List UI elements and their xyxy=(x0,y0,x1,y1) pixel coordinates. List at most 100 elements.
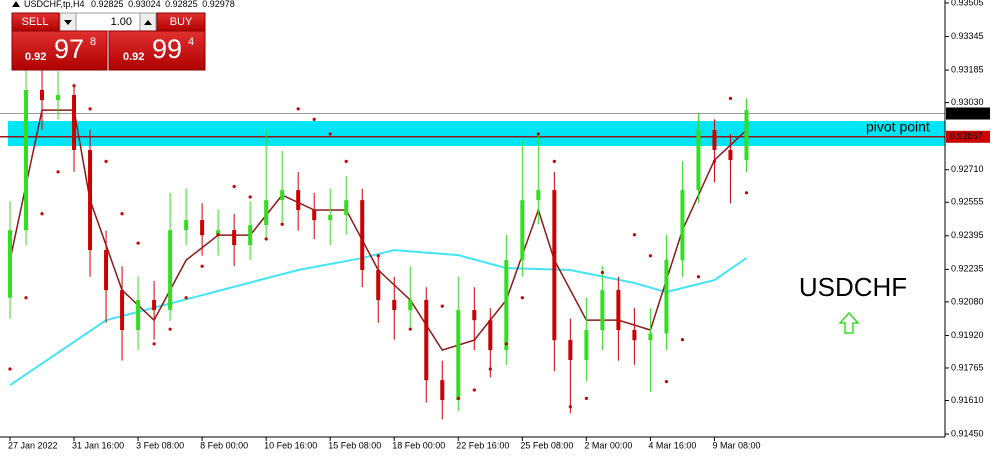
x-tick-label: 9 Mar 08:00 xyxy=(712,440,760,450)
candle-body xyxy=(568,340,573,361)
sar-dot xyxy=(584,396,588,400)
sar-dot xyxy=(264,237,268,241)
sar-dot xyxy=(472,388,476,392)
candle-body xyxy=(408,300,413,311)
x-tick-label: 27 Jan 2022 xyxy=(8,440,58,450)
sar-dot xyxy=(552,159,556,163)
lot-value: 1.00 xyxy=(111,16,132,28)
y-tick-label: 0.92080 xyxy=(951,296,984,306)
sar-dot xyxy=(40,212,44,216)
buy-label: BUY xyxy=(170,16,193,28)
candle-body xyxy=(504,260,509,351)
x-tick-label: 18 Feb 00:00 xyxy=(392,440,445,450)
x-tick-label: 4 Mar 16:00 xyxy=(648,440,696,450)
y-tick-label: 0.93185 xyxy=(951,64,984,74)
candle-body xyxy=(152,300,157,311)
candle-body xyxy=(40,90,45,101)
ask-small: 4 xyxy=(188,36,194,48)
candle-body xyxy=(584,330,589,361)
sar-dot xyxy=(536,132,540,136)
current-price-label-box xyxy=(946,107,990,120)
candle-body xyxy=(24,90,29,231)
sar-dot xyxy=(392,306,396,310)
sar-dot xyxy=(216,233,220,237)
sar-dot xyxy=(296,107,300,111)
high: 0.93024 xyxy=(128,0,161,9)
candle-body xyxy=(200,220,205,236)
candle-body xyxy=(520,200,525,261)
sar-dot xyxy=(72,84,76,88)
sar-dot xyxy=(168,327,172,331)
sar-dot xyxy=(152,342,156,346)
collapse-icon[interactable] xyxy=(12,1,20,7)
candle-body xyxy=(72,95,77,151)
sar-dot xyxy=(184,296,188,300)
candle-body xyxy=(440,380,445,401)
sar-dot xyxy=(456,396,460,400)
pivot-band xyxy=(8,121,945,147)
bid-box[interactable] xyxy=(11,30,108,71)
sar-dot xyxy=(680,338,685,342)
sar-dot xyxy=(520,296,524,300)
sar-dot xyxy=(408,327,412,331)
candle-body xyxy=(248,225,253,246)
header: USDCHF,tp,H4 0.92825 0.93024 0.92825 0.9… xyxy=(24,0,235,9)
sar-dot xyxy=(120,212,124,216)
y-tick-label: 0.93505 xyxy=(951,0,984,7)
y-tick-label: 0.93345 xyxy=(951,31,984,41)
close: 0.92978 xyxy=(202,0,235,9)
sar-dot xyxy=(344,159,348,163)
sar-dot xyxy=(328,132,332,136)
bid-small: 8 xyxy=(90,36,96,48)
plot-area xyxy=(0,66,945,420)
x-tick-label: 31 Jan 16:00 xyxy=(72,440,124,450)
candle-body xyxy=(232,230,237,246)
sar-dot xyxy=(312,117,316,121)
candle-body xyxy=(56,95,61,101)
pivot-price-label: 0.92867 xyxy=(950,131,983,141)
lot-up-icon xyxy=(144,20,152,25)
pivot-price-label-box xyxy=(946,130,990,143)
sar-dot xyxy=(504,342,508,346)
up-arrow xyxy=(838,311,860,334)
candle-body xyxy=(8,230,13,298)
candle-body xyxy=(664,260,669,334)
sar-dot xyxy=(280,222,284,226)
y-tick-label: 0.92395 xyxy=(951,230,984,240)
sar-dot xyxy=(8,367,12,371)
candle-body xyxy=(136,300,141,331)
sar-dot xyxy=(696,275,701,279)
ask-box[interactable] xyxy=(108,30,206,71)
current-price-label: 0.92978 xyxy=(950,108,983,118)
sar-dot xyxy=(232,184,236,189)
y-tick-label: 0.91610 xyxy=(951,395,984,405)
candle-body xyxy=(264,200,269,226)
candle-body xyxy=(552,190,557,341)
candle-body xyxy=(296,190,301,211)
sar-dot xyxy=(648,254,653,258)
low: 0.92825 xyxy=(165,0,198,9)
candle-body xyxy=(456,310,461,401)
ask-big: 99 xyxy=(152,34,182,64)
candle-body xyxy=(104,250,109,291)
candle-body xyxy=(536,190,541,201)
y-tick-label: 0.91920 xyxy=(951,330,984,340)
y-tick-label: 0.92710 xyxy=(951,164,984,174)
symbol: USDCHF,tp,H4 xyxy=(24,0,85,9)
sar-dot xyxy=(600,270,604,275)
bid-prefix: 0.92 xyxy=(25,51,46,63)
sar-dot xyxy=(200,264,204,268)
sar-dot xyxy=(488,367,492,371)
open: 0.92825 xyxy=(91,0,124,9)
y-tick-label: 0.91450 xyxy=(951,428,984,438)
candle-body xyxy=(600,290,605,331)
candle-body xyxy=(680,190,685,261)
sar-dot xyxy=(568,405,572,409)
y-tick-label: 0.91765 xyxy=(951,362,984,372)
x-tick-label: 22 Feb 16:00 xyxy=(456,440,509,450)
sar-dot xyxy=(744,191,749,195)
bid-big: 97 xyxy=(54,34,84,64)
sar-dot xyxy=(440,304,444,308)
